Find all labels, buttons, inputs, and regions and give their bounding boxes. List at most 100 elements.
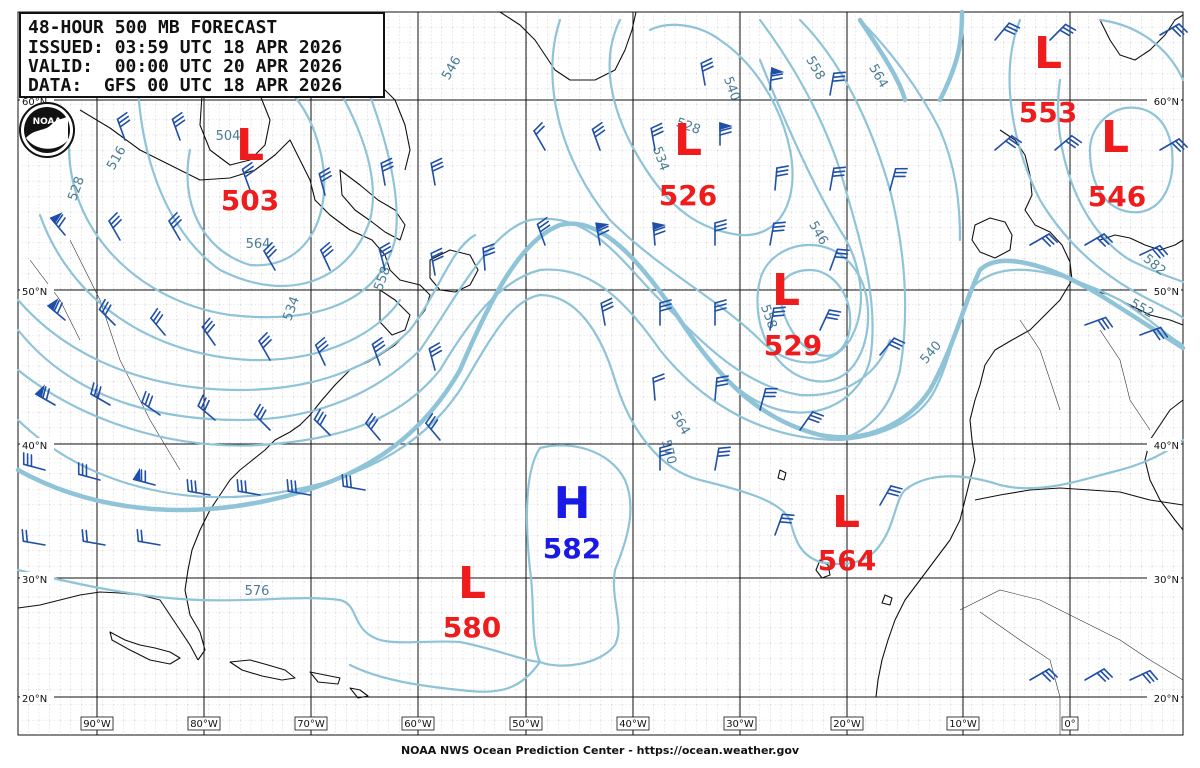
wind-barb-icon <box>659 299 672 326</box>
wind-barb-icon <box>719 121 733 146</box>
wind-barb-icon <box>341 474 366 491</box>
wind-barb-icon <box>116 111 131 141</box>
wind-barb-icon <box>879 485 903 506</box>
low-center-letter: L <box>772 265 800 316</box>
lat-label: 40°N <box>22 441 47 452</box>
wind-barb-icon <box>536 216 551 246</box>
lon-label: 0° <box>1064 719 1075 730</box>
minor-grid <box>18 12 1183 735</box>
wind-barb-icon <box>774 165 789 191</box>
wind-barb-icon <box>650 122 664 151</box>
footer-credit: NOAA NWS Ocean Prediction Center - https… <box>401 744 800 757</box>
wind-barb-icon <box>714 219 727 246</box>
longitude-labels: 90°W 80°W 70°W 60°W 50°W 40°W 30°W 20°W 10°W 0° <box>80 716 1079 731</box>
lon-label: 80°W <box>190 719 218 730</box>
lon-label-bg <box>294 716 328 731</box>
wind-barb-icon <box>236 479 261 496</box>
contour-label: 570 <box>658 438 679 466</box>
header-valid: VALID: 00:00 UTC 20 APR 2026 <box>28 56 342 77</box>
wind-barb-icon <box>600 297 614 326</box>
wind-barb-icon <box>819 309 842 331</box>
wind-barb-icon <box>769 306 786 331</box>
wind-barb-icon <box>197 394 216 421</box>
wind-barb-icon <box>46 297 66 321</box>
contour-label: 504 <box>216 129 241 144</box>
wind-barb-icon <box>1139 326 1169 341</box>
lat-label: 20°N <box>22 694 47 705</box>
wind-barb-icon <box>241 161 256 191</box>
wind-barb-icon <box>994 135 1023 151</box>
lon-label: 50°W <box>512 719 540 730</box>
wind-barb-icon <box>49 212 66 236</box>
header-issued: ISSUED: 03:59 UTC 18 APR 2026 <box>28 37 342 58</box>
lat-label: 60°N <box>22 97 47 108</box>
lon-label-bg <box>1061 716 1079 731</box>
lon-label: 60°W <box>404 719 432 730</box>
wind-barb-icon <box>380 157 394 186</box>
header-title: 48-HOUR 500 MB FORECAST <box>28 17 277 38</box>
lat-label-bg <box>1147 691 1181 704</box>
wind-barb-icon <box>136 529 161 546</box>
wind-barb-icon <box>81 529 106 546</box>
wind-barb-icon <box>1049 23 1077 41</box>
lat-label: 20°N <box>1154 694 1179 705</box>
wind-barb-icon <box>889 167 908 191</box>
low-center-value: 580 <box>443 611 501 644</box>
wind-barb-icon <box>769 66 785 91</box>
wind-barb-icon <box>1139 244 1169 259</box>
low-center-letter: L <box>1034 28 1062 79</box>
lat-label-bg <box>1147 572 1181 585</box>
wind-barb-icon <box>829 71 846 96</box>
wind-barb-icon <box>430 247 444 276</box>
wind-barb-icon <box>253 403 271 431</box>
wind-barb-icon <box>1084 233 1113 247</box>
contour-label: 564 <box>246 237 271 252</box>
wind-barb-icon <box>1054 135 1083 151</box>
wind-barb-icon <box>1084 668 1113 682</box>
wind-barb-icon <box>659 444 672 471</box>
wind-barb-icon <box>318 167 333 196</box>
wind-barb-icon <box>1129 669 1159 684</box>
lon-label: 20°W <box>833 719 861 730</box>
lat-label-bg <box>20 691 54 704</box>
lat-label: 30°N <box>1154 575 1179 586</box>
lon-label-bg <box>509 716 543 731</box>
wind-barb-icon <box>371 336 386 366</box>
low-center-value: 529 <box>764 329 822 362</box>
lon-label: 70°W <box>297 719 325 730</box>
wind-barb-icon <box>482 243 496 271</box>
low-center-value: 553 <box>1019 96 1077 129</box>
lon-label-bg <box>401 716 435 731</box>
wind-barb-icon <box>430 157 444 186</box>
lon-label: 40°W <box>619 719 647 730</box>
header-data: DATA: GFS 00 UTC 18 APR 2026 <box>28 75 342 96</box>
lon-label: 90°W <box>83 719 111 730</box>
wind-barb-icon <box>34 384 56 406</box>
major-contours <box>15 9 1186 513</box>
lat-label: 50°N <box>22 287 47 298</box>
wind-barb-icon <box>186 479 211 496</box>
wind-barb-icon <box>652 222 667 246</box>
wind-barb-icon <box>286 479 311 496</box>
high-center-value: 582 <box>543 532 601 565</box>
wind-barb-icon <box>1029 233 1058 247</box>
wind-barb-icon <box>90 382 111 406</box>
low-center-letter: L <box>1101 112 1129 163</box>
wind-barb-icon <box>700 57 714 86</box>
wind-barb-icon <box>21 529 46 546</box>
low-center-letter: L <box>832 487 860 538</box>
wind-barb-icon <box>258 332 272 361</box>
lon-label: 30°W <box>726 719 754 730</box>
lat-label-bg <box>20 284 54 297</box>
wind-barb-icon <box>319 241 334 271</box>
wind-barb-icon <box>1159 23 1188 37</box>
lat-label: 60°N <box>1154 97 1179 108</box>
lon-label: 10°W <box>949 719 977 730</box>
wind-barb-icon <box>313 408 331 436</box>
low-center-value: 503 <box>221 184 279 217</box>
lon-label-bg <box>723 716 757 731</box>
wind-barb-icon <box>201 317 216 346</box>
wind-barb-icon <box>425 412 441 441</box>
